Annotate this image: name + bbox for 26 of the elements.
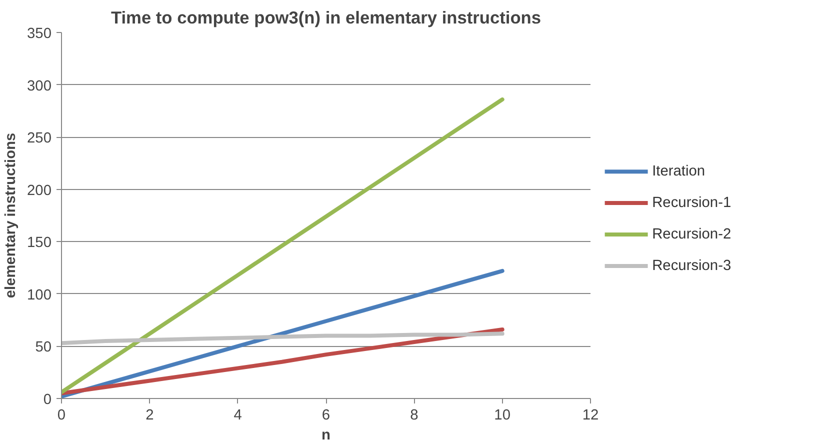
line-series xyxy=(62,327,504,396)
chart-title: Time to compute pow3(n) in elementary instructions xyxy=(110,8,542,28)
y-tick-label: 250 xyxy=(27,130,52,147)
x-tick-label: 4 xyxy=(234,408,242,424)
x-tick-label: 10 xyxy=(494,408,510,424)
x-tick-label: 6 xyxy=(322,408,330,424)
x-tick-label: 2 xyxy=(146,408,154,424)
y-tick-label: 0 xyxy=(43,392,52,408)
legend-label: Iteration xyxy=(652,164,706,180)
x-tick-label: 12 xyxy=(582,408,599,424)
y-tick-label: 350 xyxy=(27,26,52,42)
y-axis-title: elementary instructions xyxy=(3,132,20,298)
legend-label: Recursion-3 xyxy=(652,258,732,274)
y-tick-label: 200 xyxy=(27,182,52,199)
y-tick-label: 50 xyxy=(35,340,52,356)
x-tick-label: 0 xyxy=(57,408,66,424)
x-tick-label: 8 xyxy=(410,408,418,424)
line-series xyxy=(62,332,504,346)
y-tick-label: 100 xyxy=(27,287,52,304)
legend-label: Recursion-2 xyxy=(652,226,732,243)
line-series xyxy=(62,268,504,398)
legend-label: Recursion-1 xyxy=(652,195,732,212)
y-tick-label: 300 xyxy=(27,78,52,94)
line-series xyxy=(62,97,504,394)
y-tick-label: 150 xyxy=(27,235,52,252)
x-axis-title: n xyxy=(322,428,331,444)
